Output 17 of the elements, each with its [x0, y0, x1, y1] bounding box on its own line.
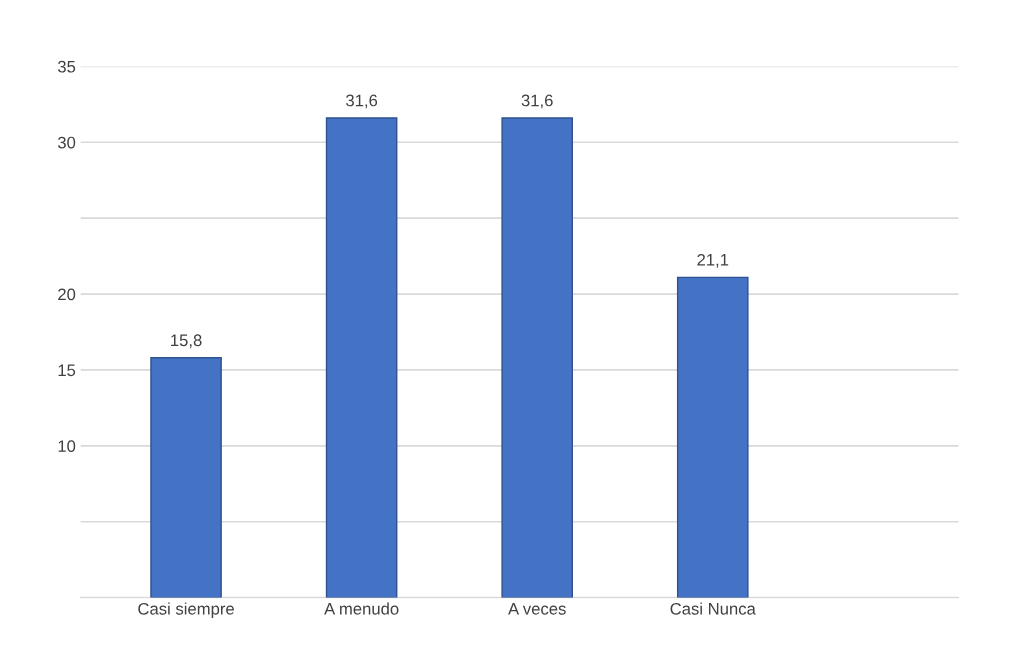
- y-tick-label: 35: [57, 60, 76, 73]
- bar: [150, 357, 222, 598]
- data-label: 15,8: [171, 334, 202, 349]
- x-tick-label: Casi siempre: [138, 602, 234, 618]
- x-tick-label: A veces: [508, 603, 566, 615]
- bar: [325, 117, 398, 598]
- data-label: 21,1: [697, 253, 729, 268]
- y-tick-label: 15: [58, 364, 76, 377]
- x-tick-label: A menudo: [324, 602, 399, 615]
- y-tick-label: 10: [58, 440, 76, 453]
- y-tick-label: 30: [57, 136, 76, 149]
- data-label: 31,6: [346, 94, 378, 109]
- data-label: 31,6: [521, 94, 553, 109]
- x-tick-label: Casi Nunca: [670, 602, 756, 615]
- bar: [501, 117, 573, 598]
- bar: [676, 276, 749, 598]
- y-tick-label: 20: [58, 288, 76, 301]
